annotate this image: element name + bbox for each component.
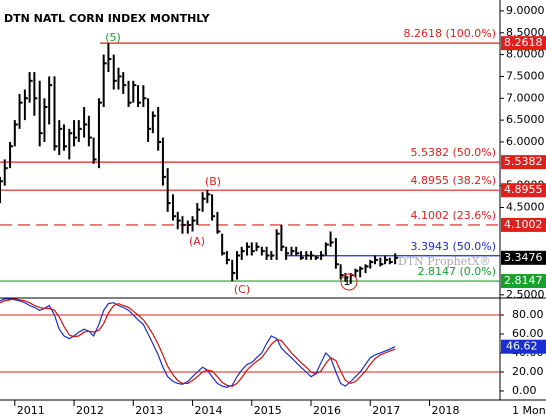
level-box: [501, 36, 546, 51]
x-tick-label: 2018: [432, 404, 460, 417]
wave-label: (C): [234, 283, 250, 296]
y-tick-label: 8.5000: [506, 26, 545, 39]
x-tick-label: 2016: [313, 404, 341, 417]
y-tick-label: 0.00: [512, 384, 537, 397]
level-box-label: 5.5382: [504, 155, 543, 168]
level-label: 3.3943 (50.0%): [410, 240, 496, 253]
last-price-label: 3.3476: [504, 251, 543, 264]
y-tick-label: 6.5000: [506, 113, 545, 126]
last-price-box: [501, 250, 546, 265]
x-tick-label: 2017: [372, 404, 400, 417]
wave-label: (5): [105, 31, 121, 44]
y-tick-label: 8.0000: [506, 48, 545, 61]
level-box: [501, 217, 546, 232]
level-box-label: 4.8955: [504, 183, 543, 196]
period-label: 1 Mon: [512, 404, 546, 417]
level-box-label: 8.2618: [504, 36, 543, 49]
oscillator-line: [0, 298, 396, 388]
chart-title: DTN NATL CORN INDEX MONTHLY: [4, 12, 211, 25]
level-label: 8.2618 (100.0%): [403, 27, 496, 40]
x-tick-label: 2012: [76, 404, 104, 417]
x-tick-label: 2011: [17, 404, 45, 417]
wave-label: (B): [205, 175, 221, 188]
level-label: 4.1002 (23.6%): [410, 209, 496, 222]
level-box: [501, 274, 546, 289]
level-label: 5.5382 (50.0%): [410, 146, 496, 159]
y-tick-label: 80.00: [512, 308, 544, 321]
y-tick-label: 2.5000: [506, 288, 545, 301]
y-tick-label: 20.00: [512, 365, 544, 378]
wave-label: (A): [189, 235, 205, 248]
y-tick-label: 60.00: [512, 327, 544, 340]
y-tick-label: 4.5000: [506, 200, 545, 213]
x-tick-label: 2014: [195, 404, 223, 417]
wave-label: 1: [344, 275, 351, 288]
y-tick-label: 7.5000: [506, 69, 545, 82]
last-value-label: 46.62: [506, 340, 538, 353]
x-tick-label: 2013: [135, 404, 163, 417]
y-tick-label: 9.0000: [506, 4, 545, 17]
level-box-label: 4.1002: [504, 218, 543, 231]
last-value-box: [501, 339, 546, 354]
level-box: [501, 183, 546, 198]
y-tick-label: 7.0000: [506, 91, 545, 104]
level-label: 2.8147 (0.0%): [417, 265, 496, 278]
watermark: DTN ProphetX®: [398, 255, 490, 268]
level-box: [501, 155, 546, 170]
y-tick-label: 6.0000: [506, 135, 545, 148]
x-tick-label: 2015: [254, 404, 282, 417]
oscillator-line: [0, 298, 396, 387]
level-box-label: 2.8147: [504, 274, 543, 287]
level-label: 4.8955 (38.2%): [410, 174, 496, 187]
wave-circle: [340, 273, 358, 291]
